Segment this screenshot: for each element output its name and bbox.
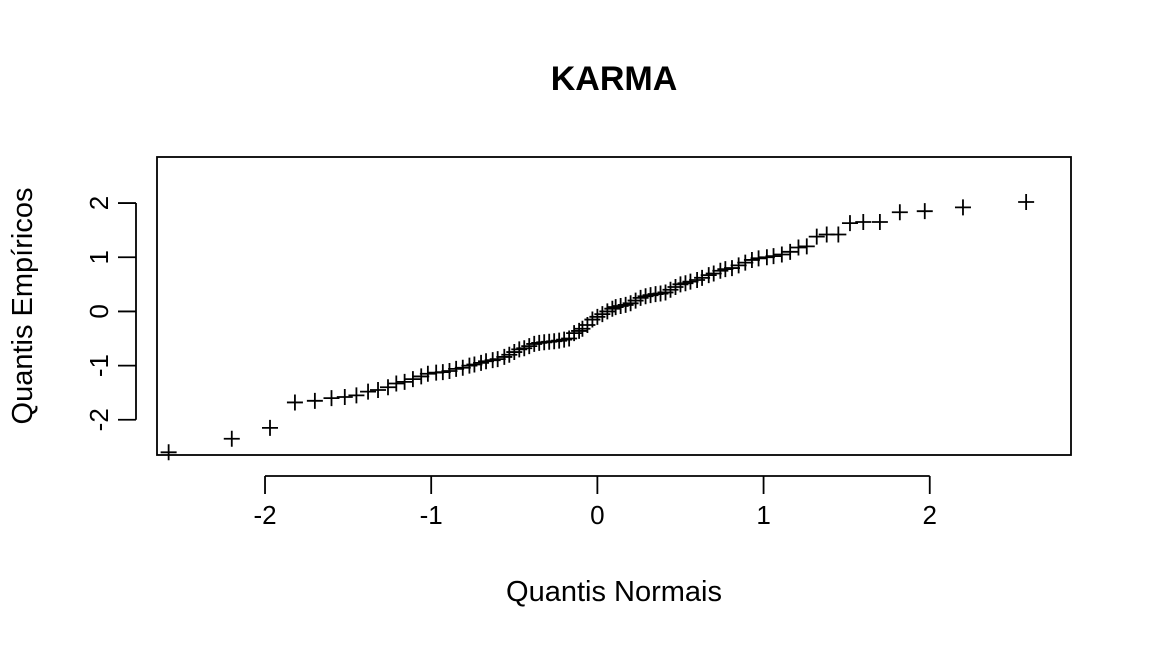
data-points xyxy=(160,193,1035,461)
data-point xyxy=(262,419,279,436)
y-axis: -2 -1 0 1 2 xyxy=(84,196,137,431)
data-point xyxy=(743,251,760,268)
y-axis-title: Quantis Empíricos xyxy=(7,188,39,425)
data-point xyxy=(478,353,495,370)
y-tick-label: 0 xyxy=(84,304,114,318)
data-point xyxy=(723,260,740,277)
data-point xyxy=(737,254,754,271)
data-point xyxy=(323,390,340,407)
chart-title: KARMA xyxy=(551,60,678,98)
data-point xyxy=(489,351,506,368)
data-point xyxy=(604,300,621,317)
data-point xyxy=(396,373,413,390)
data-point xyxy=(434,364,451,381)
data-point xyxy=(954,199,971,216)
data-point xyxy=(223,430,240,447)
data-point xyxy=(916,203,933,220)
data-point xyxy=(571,322,588,339)
x-tick-label: 1 xyxy=(756,500,770,530)
data-point xyxy=(682,273,699,290)
data-point xyxy=(694,269,711,286)
data-point xyxy=(448,360,465,377)
data-point xyxy=(348,387,365,404)
data-point xyxy=(705,265,722,282)
data-point xyxy=(441,363,458,380)
data-point xyxy=(830,226,847,243)
data-point xyxy=(841,215,858,232)
data-point xyxy=(798,238,815,255)
data-point xyxy=(855,214,872,231)
data-point xyxy=(765,248,782,265)
data-point xyxy=(790,239,807,256)
data-point xyxy=(717,261,734,278)
data-point xyxy=(891,204,908,221)
data-point xyxy=(286,394,303,411)
data-point xyxy=(454,359,471,376)
data-point xyxy=(413,368,430,385)
data-point xyxy=(336,389,353,406)
x-tick-label: -2 xyxy=(253,500,276,530)
data-point xyxy=(160,444,177,461)
x-axis: -2 -1 0 1 2 xyxy=(253,475,937,530)
data-point xyxy=(750,250,767,267)
data-point xyxy=(782,243,799,260)
y-tick-label: 1 xyxy=(84,250,114,264)
y-tick-label: 2 xyxy=(84,196,114,210)
y-tick-label: -1 xyxy=(84,354,114,377)
data-point xyxy=(388,375,405,392)
data-point xyxy=(730,257,747,274)
data-point xyxy=(370,381,387,398)
data-point xyxy=(306,392,323,409)
data-point xyxy=(871,214,888,231)
data-point xyxy=(379,379,396,396)
x-tick-label: 2 xyxy=(923,500,937,530)
x-tick-label: -1 xyxy=(420,500,443,530)
x-axis-title: Quantis Normais xyxy=(506,576,722,608)
plot-area-frame xyxy=(156,156,1072,456)
data-point xyxy=(1018,193,1035,210)
data-point xyxy=(404,371,421,388)
data-point xyxy=(419,365,436,382)
data-point xyxy=(758,249,775,266)
data-point xyxy=(808,228,825,245)
x-tick-label: 0 xyxy=(590,500,604,530)
y-tick-label: -2 xyxy=(84,408,114,431)
data-point xyxy=(360,383,377,400)
data-point xyxy=(773,246,790,263)
data-point xyxy=(466,356,483,373)
